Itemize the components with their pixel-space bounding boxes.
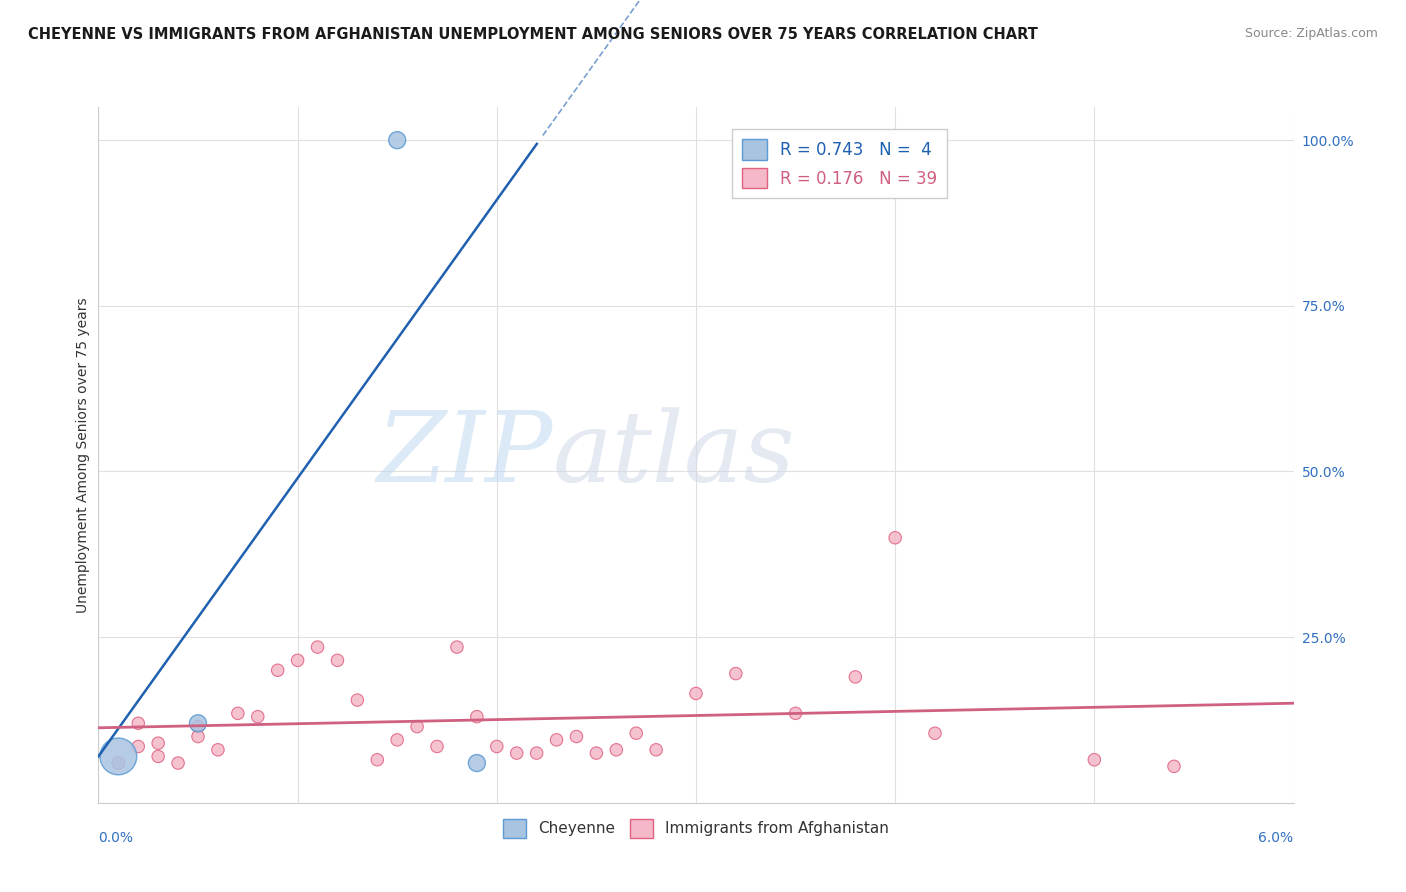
Point (685, 686, 707, 700)
Point (526, 746, 548, 760)
Point (485, 739, 508, 754)
Point (626, 726, 648, 740)
Text: 6.0%: 6.0% (1258, 830, 1294, 845)
Text: 0.0%: 0.0% (98, 830, 134, 845)
Point (724, 666, 747, 681)
Point (884, 531, 907, 545)
Point (645, 743, 668, 757)
Point (585, 746, 607, 760)
Text: atlas: atlas (553, 408, 796, 502)
Point (406, 720, 429, 734)
Point (107, 749, 129, 764)
Point (287, 653, 309, 667)
Point (446, 640, 468, 654)
Point (107, 756, 129, 770)
Point (187, 730, 209, 744)
Point (207, 743, 229, 757)
Point (844, 670, 866, 684)
Point (565, 730, 588, 744)
Point (267, 663, 290, 677)
Point (924, 726, 946, 740)
Point (605, 743, 627, 757)
Point (785, 706, 807, 721)
Point (366, 753, 388, 767)
Point (465, 756, 488, 770)
Point (226, 706, 249, 721)
Point (187, 720, 209, 734)
Point (385, 732, 409, 747)
Text: ZIP: ZIP (377, 408, 553, 502)
Point (246, 709, 269, 723)
Point (167, 756, 190, 770)
Text: Source: ZipAtlas.com: Source: ZipAtlas.com (1244, 27, 1378, 40)
Point (307, 640, 329, 654)
Point (127, 739, 149, 754)
Point (426, 739, 449, 754)
Text: CHEYENNE VS IMMIGRANTS FROM AFGHANISTAN UNEMPLOYMENT AMONG SENIORS OVER 75 YEARS: CHEYENNE VS IMMIGRANTS FROM AFGHANISTAN … (28, 27, 1038, 42)
Point (465, 709, 488, 723)
Point (187, 716, 209, 731)
Point (148, 749, 170, 764)
Point (346, 693, 368, 707)
Point (148, 736, 170, 750)
Point (1083, 753, 1105, 767)
Point (385, 133, 409, 147)
Point (326, 653, 349, 667)
Legend: Cheyenne, Immigrants from Afghanistan: Cheyenne, Immigrants from Afghanistan (496, 813, 896, 844)
Point (127, 716, 149, 731)
Point (546, 732, 568, 747)
Point (1163, 759, 1185, 773)
Point (506, 746, 529, 760)
Y-axis label: Unemployment Among Seniors over 75 years: Unemployment Among Seniors over 75 years (76, 297, 90, 613)
